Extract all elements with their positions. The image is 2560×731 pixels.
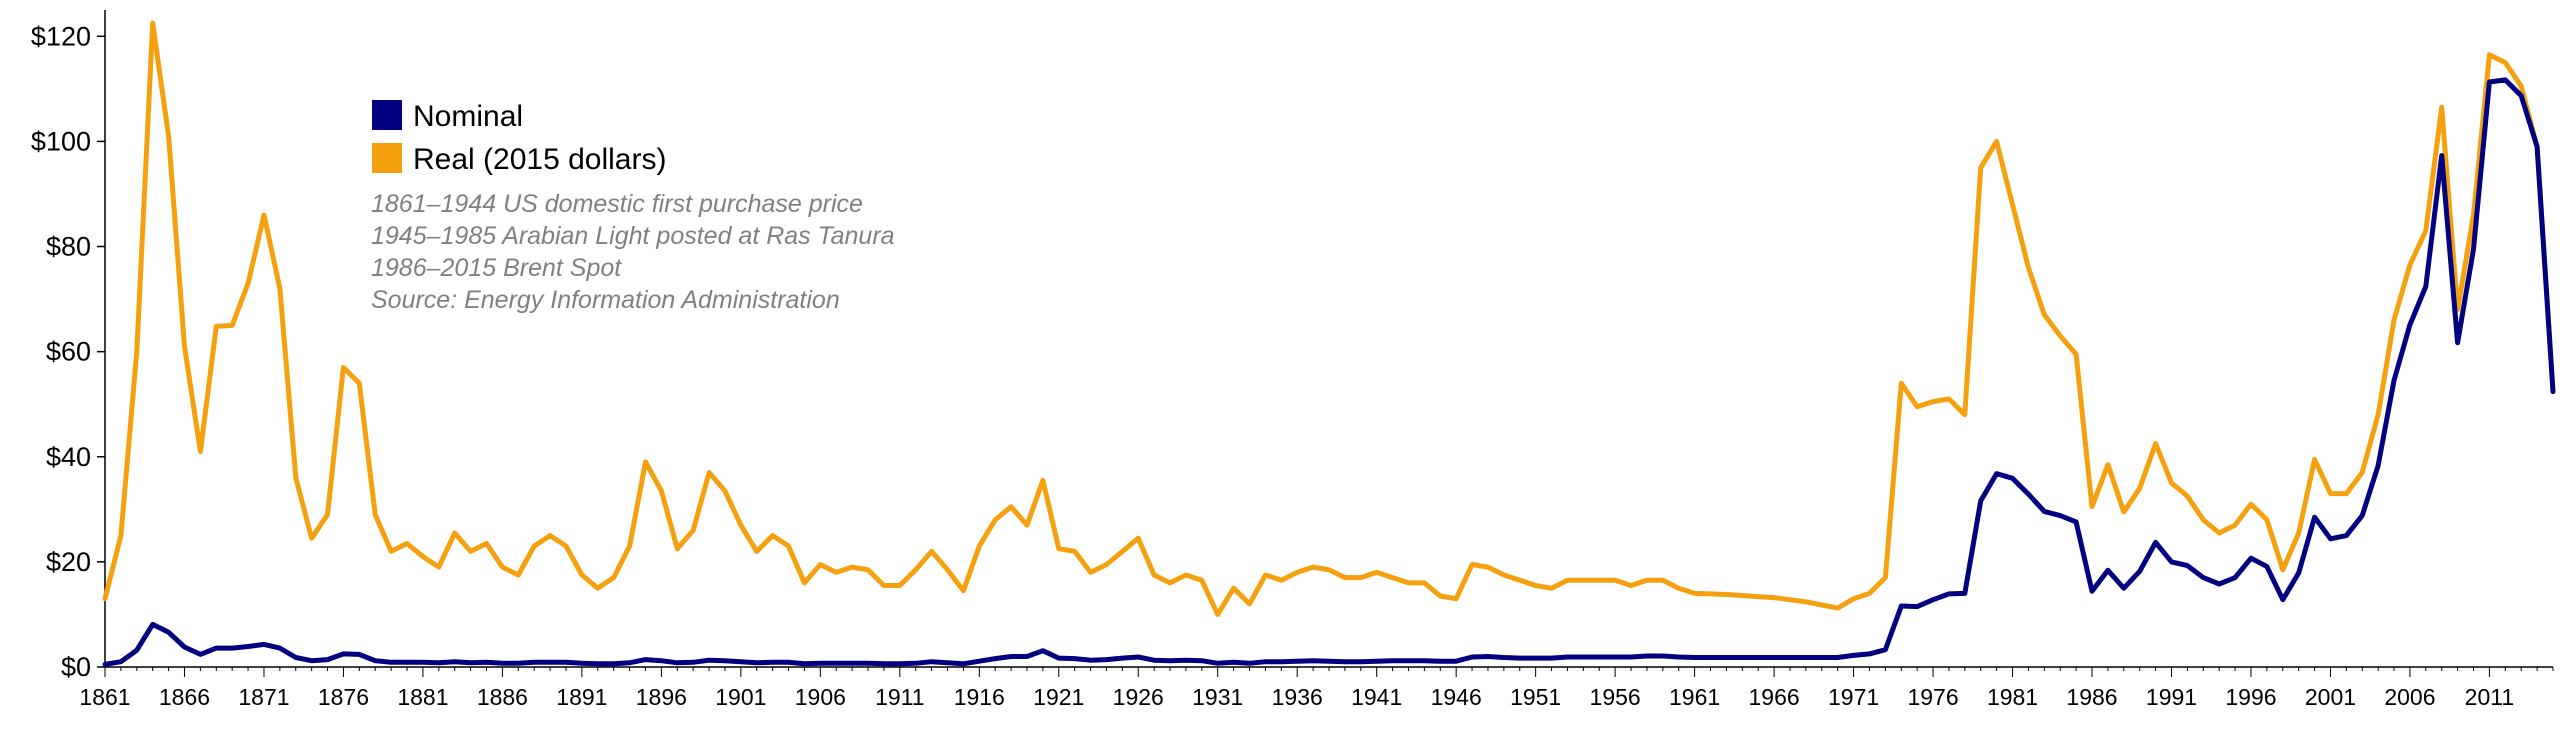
- x-tick-label: 1941: [1351, 684, 1402, 710]
- x-tick-label: 1861: [79, 684, 130, 710]
- x-tick-label: 1936: [1272, 684, 1323, 710]
- x-tick-label: 1881: [397, 684, 448, 710]
- y-tick-label: $60: [46, 337, 91, 367]
- x-tick-label: 2011: [2465, 684, 2514, 710]
- series-lines: [102, 20, 2556, 667]
- x-tick-label: 1891: [556, 684, 607, 710]
- x-tick-label: 1871: [238, 684, 289, 710]
- y-tick-label: $100: [31, 126, 91, 156]
- y-tick-label: $0: [61, 652, 91, 682]
- y-axis: $0 $20 $40 $60 $80 $100 $120: [31, 10, 106, 682]
- x-tick-label: 1956: [1590, 684, 1641, 710]
- x-tick-label: 1946: [1431, 684, 1482, 710]
- source-notes: 1861–1944 US domestic first purchase pri…: [371, 190, 895, 314]
- y-tick-label: $40: [46, 442, 91, 472]
- y-tick-label: $80: [46, 232, 91, 262]
- legend-swatch-real: [372, 143, 402, 173]
- x-tick-label: 1886: [477, 684, 528, 710]
- series-line-real: [102, 20, 2556, 617]
- legend-label-real: Real (2015 dollars): [413, 143, 666, 176]
- series-line-nominal: [102, 77, 2556, 667]
- x-tick-label: 1876: [318, 684, 369, 710]
- x-tick-label: 2006: [2384, 684, 2435, 710]
- x-tick-label: 1991: [2146, 684, 2197, 710]
- x-tick-label: 1866: [159, 684, 210, 710]
- legend-swatch-nominal: [372, 100, 402, 130]
- note-line-3: 1986–2015 Brent Spot: [371, 254, 622, 282]
- x-tick-label: 1981: [1987, 684, 2038, 710]
- x-tick-label: 1896: [636, 684, 687, 710]
- x-tick-label: 1911: [875, 684, 924, 710]
- legend-label-nominal: Nominal: [413, 100, 523, 133]
- x-tick-label: 1951: [1510, 684, 1561, 710]
- x-tick-label: 1901: [715, 684, 766, 710]
- note-line-2: 1945–1985 Arabian Light posted at Ras Ta…: [371, 222, 895, 250]
- x-tick-label: 1916: [954, 684, 1005, 710]
- x-tick-label: 1921: [1033, 684, 1084, 710]
- note-line-4: Source: Energy Information Administratio…: [371, 286, 840, 314]
- y-tick-label: $120: [31, 21, 91, 51]
- x-tick-label: 1926: [1113, 684, 1164, 710]
- x-tick-label: 1986: [2066, 684, 2117, 710]
- x-tick-label: 1971: [1828, 684, 1879, 710]
- legend: Nominal Real (2015 dollars): [372, 100, 666, 176]
- x-tick-label: 1906: [795, 684, 846, 710]
- y-tick-label: $20: [46, 547, 91, 577]
- x-tick-label: 1966: [1749, 684, 1800, 710]
- x-tick-label: 1996: [2225, 684, 2276, 710]
- x-tick-label: 1961: [1669, 684, 1720, 710]
- note-line-1: 1861–1944 US domestic first purchase pri…: [371, 190, 863, 218]
- x-tick-label: 1931: [1192, 684, 1243, 710]
- x-tick-label: 2001: [2305, 684, 2356, 710]
- x-tick-label: 1976: [1907, 684, 1958, 710]
- x-axis: 1861 1866 1871 1876 1881 1886 1891 1896 1901 1906…: [79, 666, 2554, 710]
